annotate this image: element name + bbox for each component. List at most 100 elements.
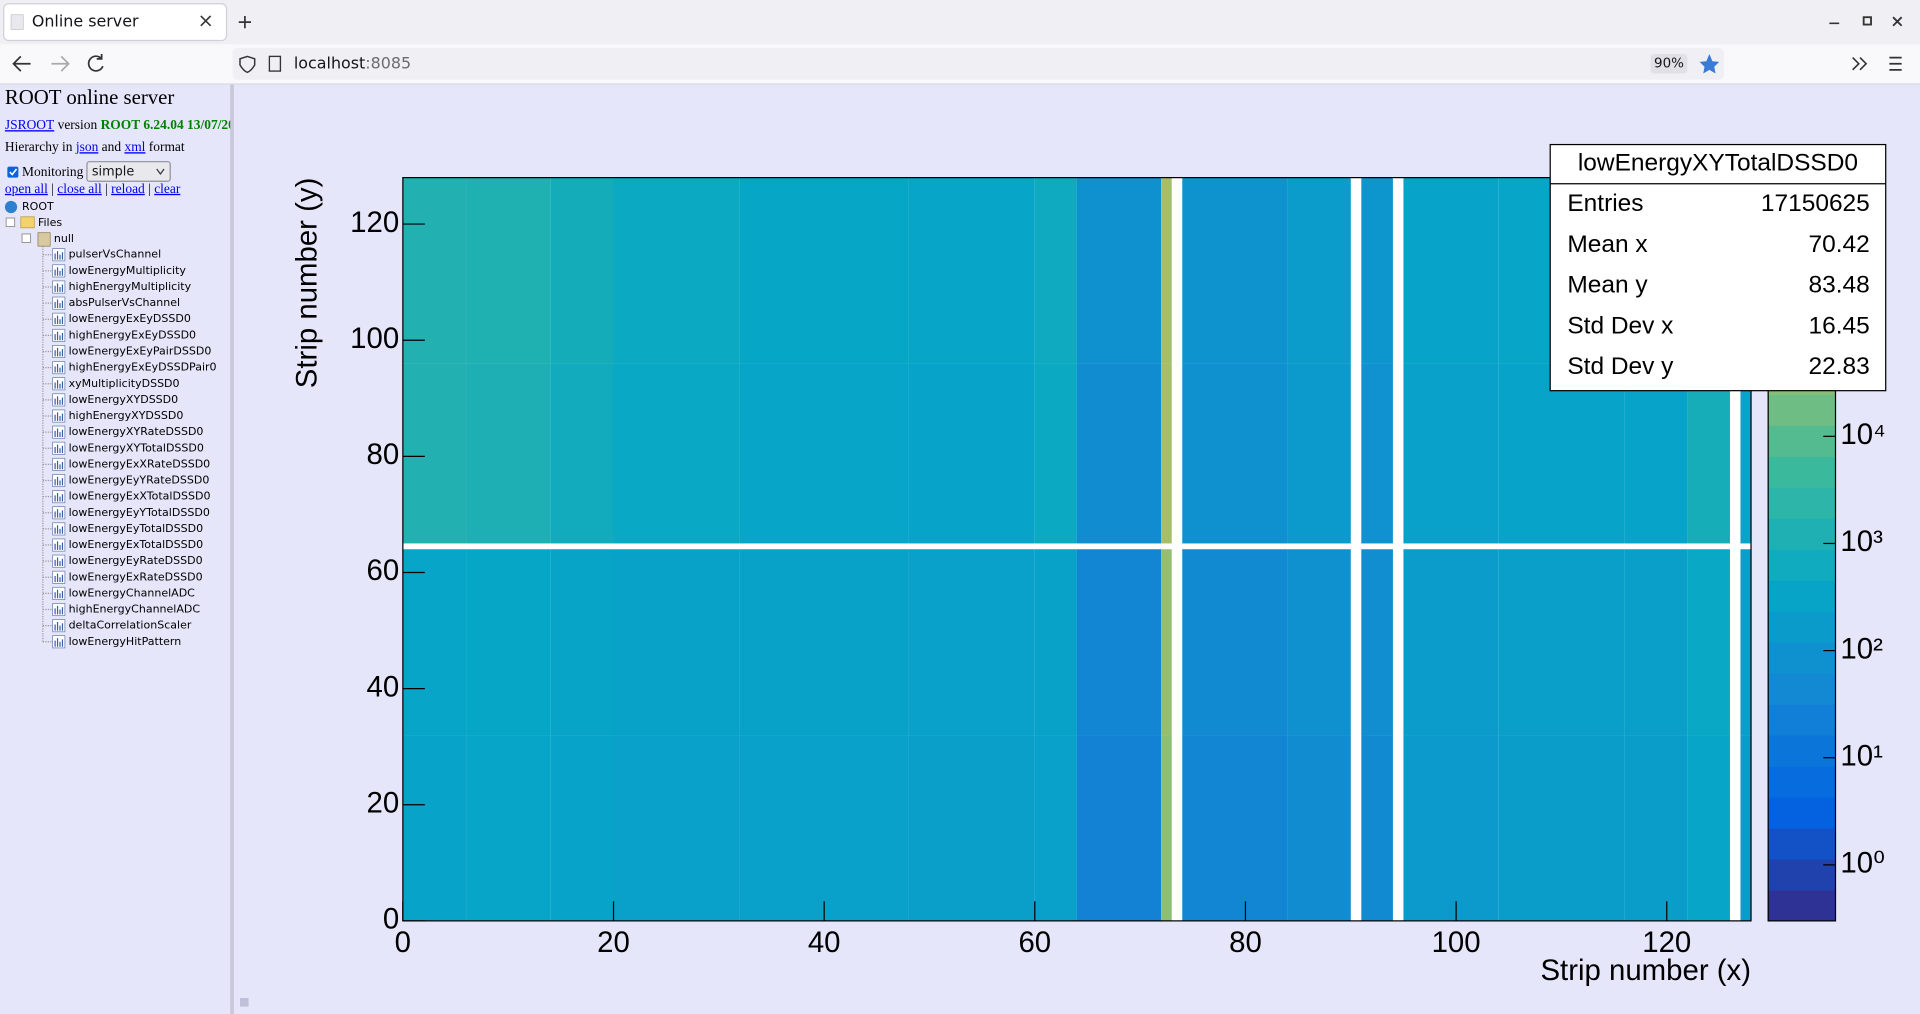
monitoring-select[interactable]	[86, 161, 171, 182]
heatmap-cell	[1361, 549, 1393, 736]
histogram-icon-bars	[54, 363, 64, 373]
x-axis-title: Strip number (x)	[1540, 954, 1751, 987]
tree-item[interactable]: highEnergyExEyDSSDPair0	[69, 361, 217, 374]
heatmap-cell	[1287, 549, 1351, 736]
tree-item[interactable]: xyMultiplicityDSSD0	[69, 377, 180, 390]
stats-label: Std Dev y	[1567, 353, 1674, 380]
tab[interactable]	[3, 3, 228, 42]
heatmap-cell	[550, 549, 614, 736]
tree-item[interactable]: lowEnergyHitPattern	[69, 635, 182, 648]
tree-toggle[interactable]	[5, 217, 16, 228]
tree-item[interactable]: lowEnergyEyYRateDSSD0	[69, 474, 210, 487]
z-tick-label: 10⁰	[1840, 847, 1884, 880]
file-icon	[37, 232, 51, 247]
heatmap-cell	[1161, 735, 1172, 921]
tree-item[interactable]: lowEnergyXYRateDSSD0	[69, 425, 204, 438]
json-link[interactable]: json	[75, 139, 99, 154]
histogram-icon-bars	[54, 605, 64, 615]
back-button[interactable]	[12, 55, 31, 72]
maximize[interactable]	[1862, 16, 1872, 26]
heatmap-cell	[1034, 363, 1077, 544]
heatmap-cell	[1361, 735, 1393, 921]
folder-icon	[20, 216, 35, 229]
overflow-menu[interactable]	[1852, 57, 1868, 71]
palette-band	[1768, 889, 1836, 922]
monitoring-mode: simple	[92, 165, 134, 180]
heatmap-cell	[739, 363, 909, 544]
tree-item[interactable]: lowEnergyEyRateDSSD0	[69, 554, 203, 567]
stats-value: 22.83	[1809, 353, 1870, 380]
reload-button[interactable]	[87, 53, 104, 72]
new-tab[interactable]	[238, 15, 252, 29]
close-window[interactable]	[1892, 16, 1903, 27]
tree-item[interactable]: highEnergyChannelADC	[69, 603, 201, 616]
link-separator: |	[102, 181, 111, 196]
heatmap-cell	[1076, 735, 1162, 921]
tree-item[interactable]: deltaCorrelationScaler	[69, 619, 192, 632]
bookmark-star[interactable]	[1699, 53, 1720, 74]
tree-files[interactable]: Files	[38, 216, 62, 229]
action-link[interactable]: open all	[5, 181, 48, 196]
version: ROOT 6.24.04 13/07/2021	[101, 117, 249, 132]
url-field[interactable]	[232, 47, 1725, 80]
tree-item[interactable]: lowEnergyExEyDSSD0	[69, 312, 191, 325]
histogram-icon-bars	[54, 638, 64, 647]
heatmap-cell	[1624, 735, 1688, 921]
url-host: localhost	[294, 53, 365, 72]
tree-item[interactable]: lowEnergyEyTotalDSSD0	[69, 522, 204, 535]
histogram-icon-bars	[54, 331, 64, 341]
histogram-icon-bars	[54, 460, 64, 470]
y-tick-label: 20	[366, 787, 399, 820]
tree-item[interactable]: pulserVsChannel	[69, 248, 162, 261]
tree-root[interactable]: ROOT	[22, 200, 54, 213]
corner-handle	[240, 998, 249, 1007]
tree-item[interactable]: lowEnergyXYDSSD0	[69, 393, 179, 406]
histogram-icon-bars	[54, 492, 64, 502]
stats-label: Mean x	[1567, 231, 1647, 258]
tree-item[interactable]: lowEnergyEyYTotalDSSD0	[69, 506, 210, 519]
palette-band	[1768, 611, 1836, 643]
tree-item[interactable]: highEnergyMultiplicity	[69, 280, 192, 293]
histogram-icon-bars	[54, 299, 64, 309]
histogram-icon-bars	[54, 509, 64, 518]
histogram-icon-bars	[54, 525, 64, 534]
app-menu[interactable]	[1889, 56, 1902, 71]
tree-item[interactable]: lowEnergyChannelADC	[69, 586, 196, 599]
stats-label: Entries	[1567, 190, 1643, 217]
tree-dir[interactable]: null	[54, 232, 74, 245]
tree-item[interactable]: lowEnergyExRateDSSD0	[69, 570, 203, 583]
tree-item[interactable]: lowEnergyMultiplicity	[69, 264, 187, 277]
tree-toggle[interactable]	[21, 233, 32, 243]
shield-icon[interactable]	[239, 55, 256, 74]
tab-close[interactable]	[200, 15, 212, 27]
action-link[interactable]: reload	[111, 181, 145, 196]
histogram-icon-bars	[54, 573, 64, 583]
histogram-icon-bars	[54, 412, 64, 421]
action-link[interactable]: clear	[154, 181, 181, 196]
jsroot-link[interactable]: JSROOT	[5, 117, 54, 132]
stats-label: Std Dev x	[1567, 312, 1673, 339]
tree-item[interactable]: lowEnergyExXRateDSSD0	[69, 457, 211, 470]
tree-item[interactable]: absPulserVsChannel	[69, 296, 181, 309]
sidebar-divider[interactable]	[230, 84, 234, 1014]
tree-item[interactable]: lowEnergyExXTotalDSSD0	[69, 490, 211, 503]
action-link[interactable]: close all	[57, 181, 102, 196]
tree-item[interactable]: lowEnergyXYTotalDSSD0	[69, 441, 204, 454]
heatmap-cell	[613, 549, 740, 736]
monitoring-checkbox[interactable]	[7, 166, 19, 178]
y-axis-title: Strip number (y)	[290, 178, 323, 389]
tree-item[interactable]: highEnergyExEyDSSD0	[69, 328, 197, 341]
heatmap-cell	[1498, 735, 1625, 921]
heatmap-cell	[1740, 363, 1752, 544]
palette-band	[1768, 580, 1836, 612]
forward-button[interactable]	[51, 55, 70, 72]
xml-link[interactable]: xml	[124, 139, 145, 154]
heatmap-cell	[1182, 549, 1288, 736]
tree-item[interactable]: highEnergyXYDSSD0	[69, 409, 184, 422]
select-arrow	[156, 168, 165, 175]
zoom-badge[interactable]	[1650, 53, 1688, 74]
tree-item[interactable]: lowEnergyExTotalDSSD0	[69, 538, 204, 551]
tree-item[interactable]: lowEnergyExEyPairDSSD0	[69, 345, 212, 358]
stats-title: lowEnergyXYTotalDSSD0	[1578, 150, 1858, 177]
